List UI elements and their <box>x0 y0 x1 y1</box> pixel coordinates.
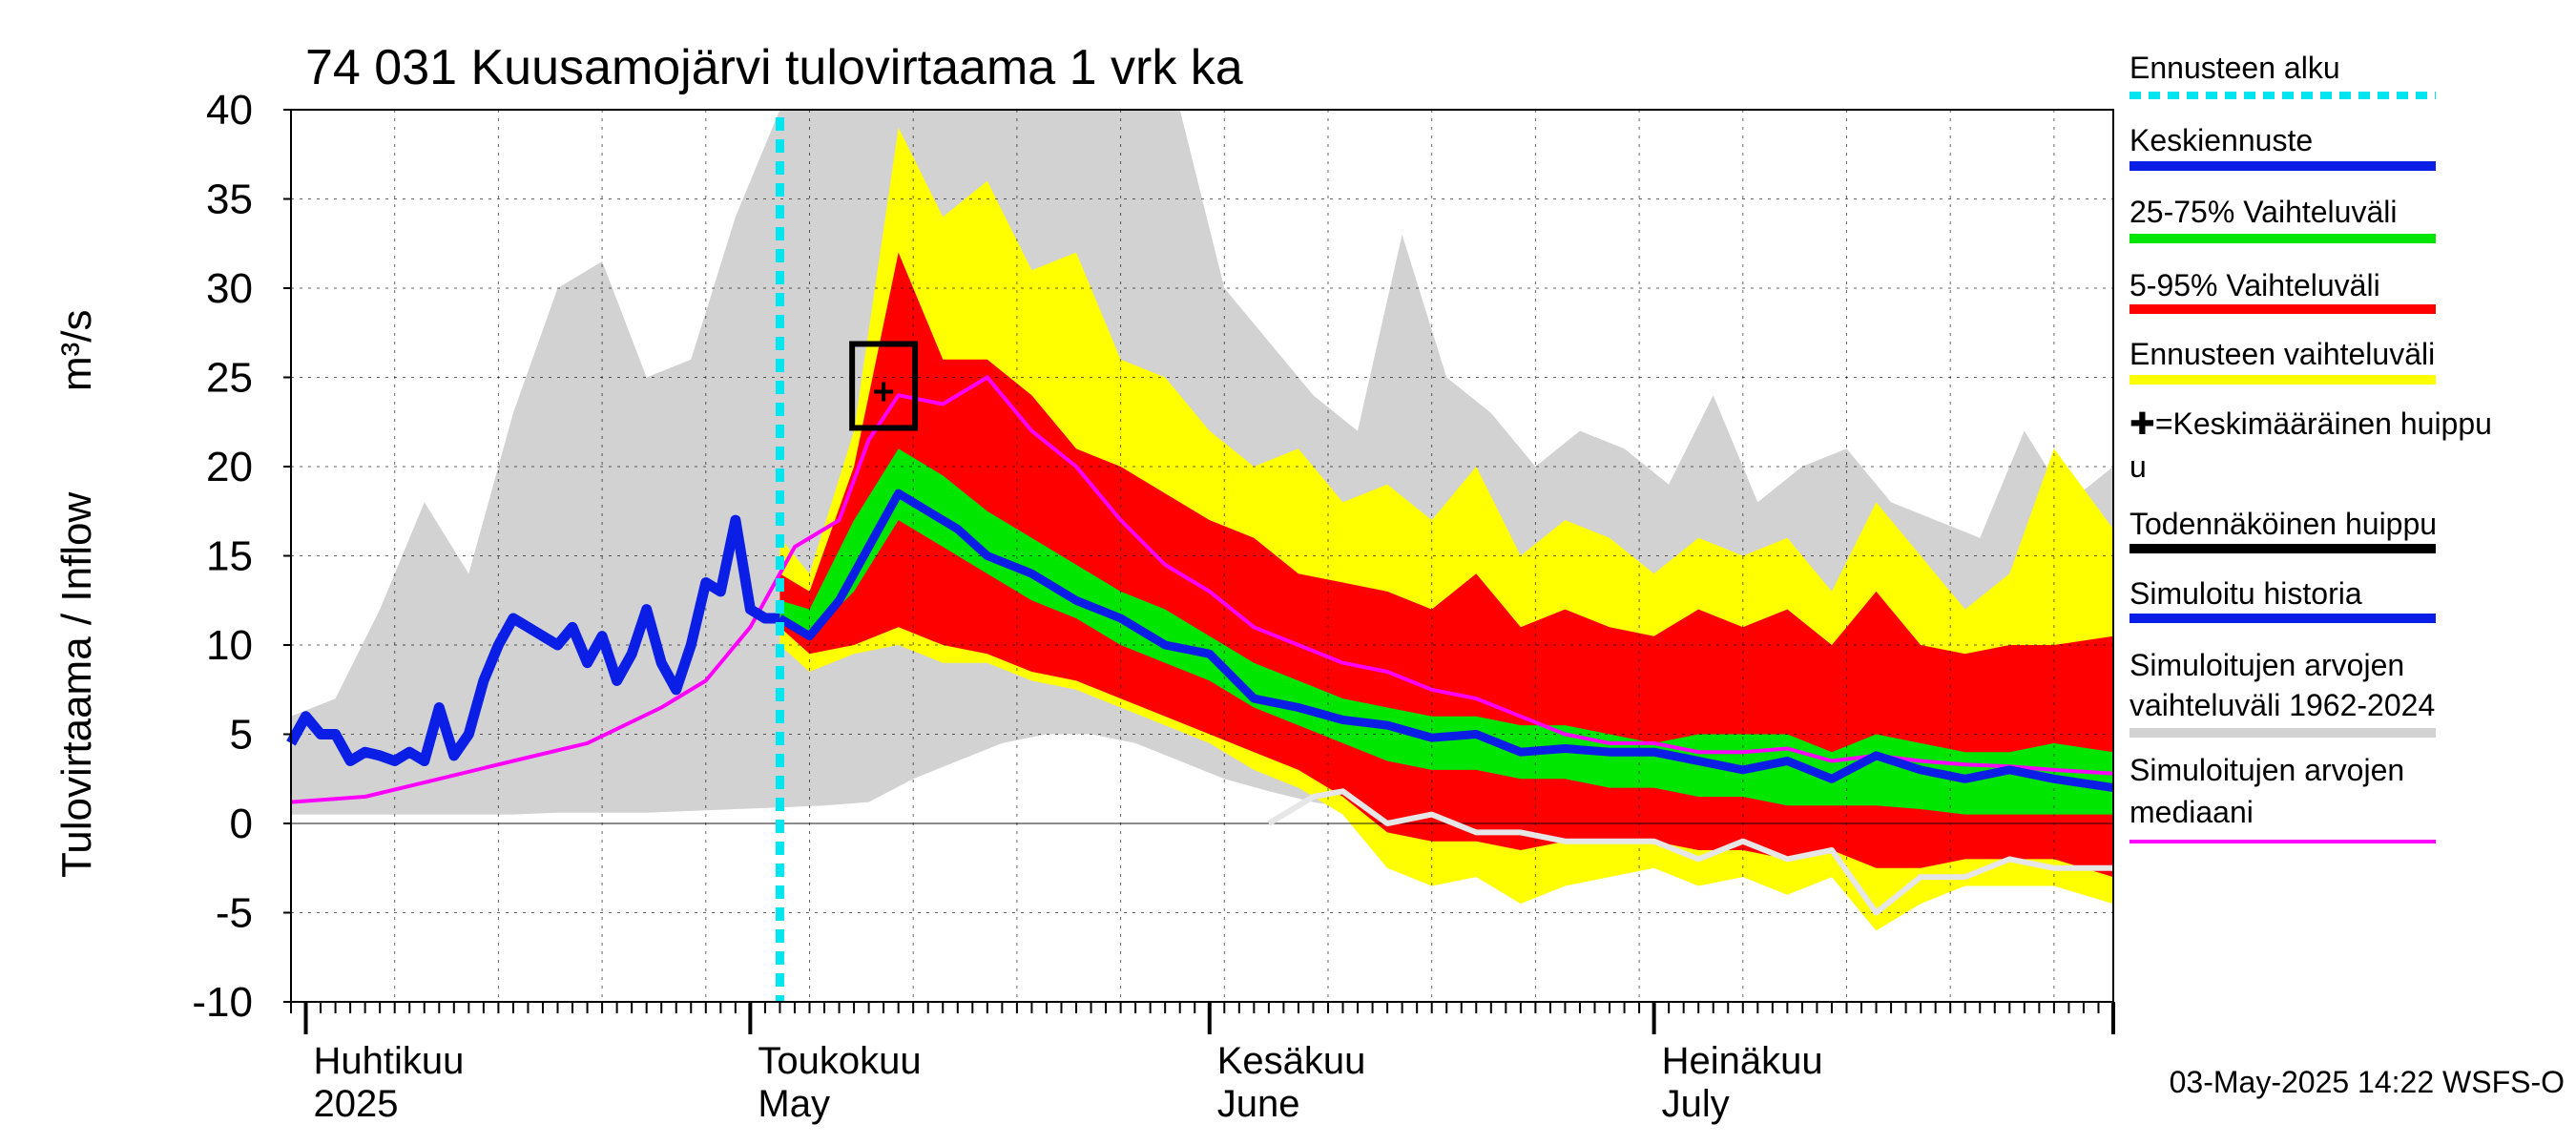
legend-item: Keskiennuste <box>2129 123 2436 171</box>
x-month-sublabel: May <box>758 1083 830 1125</box>
legend-label: Ennusteen vaihteluväli <box>2129 337 2435 371</box>
mean-forecast-line <box>778 489 2114 793</box>
history-median-line <box>290 375 2114 804</box>
y-tick-label: -10 <box>192 979 253 1026</box>
legend-item: ✚=Keskimääräinen huippu u <box>2129 406 2492 484</box>
line-layer <box>286 117 2114 1002</box>
legend-item: Ennusteen vaihteluväli <box>2129 337 2436 385</box>
legend-item: Ennusteen alku <box>2129 51 2436 99</box>
legend-item: Simuloitujen arvojen mediaani <box>2129 753 2436 843</box>
legend-item: 25-75% Vaihteluväli <box>2129 195 2436 243</box>
y-axis: -10 -5 0 5 10 15 20 25 30 35 40 <box>192 87 291 1026</box>
probable-peak-box <box>849 341 919 431</box>
legend: Ennusteen alku Keskiennuste 25-75% Vaihtel… <box>2129 51 2492 843</box>
y-tick-label: 10 <box>206 622 253 669</box>
legend-item: Todennäköinen huippu <box>2129 507 2437 553</box>
timestamp: 03-May-2025 14:22 WSFS-O <box>2170 1065 2565 1099</box>
x-month-sublabel: June <box>1217 1083 1300 1125</box>
y-tick-label: 30 <box>206 265 253 312</box>
history-lower-line <box>1267 788 2113 916</box>
mean-peak-marker <box>874 382 894 402</box>
x-month-label: Toukokuu <box>758 1040 921 1082</box>
legend-label-2: mediaani <box>2129 795 2254 829</box>
legend-label: Todennäköinen huippu <box>2129 507 2437 541</box>
legend-label: Ennusteen alku <box>2129 51 2340 85</box>
legend-item: Simuloitujen arvojen vaihteluväli 1962-20… <box>2129 648 2436 738</box>
legend-label: Simuloitujen arvojen <box>2129 648 2404 682</box>
legend-label: Keskiennuste <box>2129 123 2313 157</box>
chart-title: 74 031 Kuusamojärvi tulovirtaama 1 vrk k… <box>305 40 1243 95</box>
y-tick-label: 35 <box>206 177 253 223</box>
legend-item: 5-95% Vaihteluväli <box>2129 268 2436 314</box>
legend-item: Simuloitu historia <box>2129 576 2436 623</box>
y-tick-label: 25 <box>206 355 253 402</box>
legend-label: 5-95% Vaihteluväli <box>2129 268 2380 302</box>
y-axis-label: Tulovirtaama / Inflow <box>53 491 100 878</box>
x-month-label: Kesäkuu <box>1217 1040 1366 1082</box>
simulated-history-line <box>286 514 780 766</box>
forecast-5-95-band <box>779 252 2113 878</box>
legend-label: 25-75% Vaihteluväli <box>2129 195 2397 229</box>
legend-label-2: u <box>2129 449 2147 484</box>
legend-label: Simuloitujen arvojen <box>2129 753 2404 787</box>
y-tick-label: 0 <box>230 801 253 847</box>
legend-label: Simuloitu historia <box>2129 576 2362 611</box>
y-tick-label: 20 <box>206 444 253 490</box>
plot-area <box>286 109 2114 1003</box>
y-axis-unit: m³/s <box>53 309 100 391</box>
band-layer <box>291 110 2113 931</box>
legend-label-2: vaihteluväli 1962-2024 <box>2129 688 2435 722</box>
legend-label: ✚=Keskimääräinen huippu <box>2129 406 2492 441</box>
x-month-sublabel: July <box>1662 1083 1730 1125</box>
y-tick-label: 5 <box>230 712 253 759</box>
x-month-label: Huhtikuu <box>314 1040 465 1082</box>
x-month-sublabel: 2025 <box>314 1083 399 1125</box>
y-tick-label: 40 <box>206 87 253 134</box>
x-month-label: Heinäkuu <box>1662 1040 1823 1082</box>
y-tick-label: -5 <box>216 890 253 937</box>
y-tick-label: 15 <box>206 533 253 580</box>
